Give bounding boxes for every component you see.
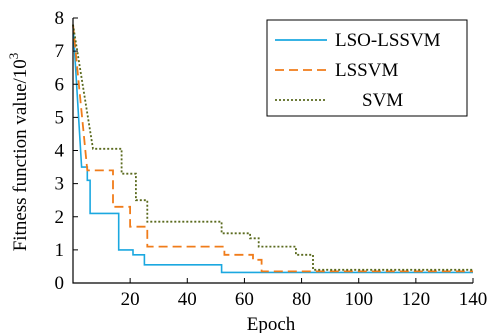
y-tick-label: 7 — [55, 41, 65, 62]
x-tick-label: 140 — [459, 289, 488, 310]
y-axis-label-exponent: 3 — [6, 53, 21, 60]
legend-label: LSO-LSSVM — [335, 30, 441, 51]
series-line-lso-lssvm — [72, 24, 473, 274]
y-tick-label: 3 — [55, 174, 65, 195]
y-tick-label: 0 — [55, 273, 65, 294]
y-tick-label: 5 — [55, 107, 65, 128]
series-lines — [72, 24, 473, 274]
y-tick-label: 1 — [55, 240, 65, 261]
legend: LSO-LSSVM LSSVM SVM — [266, 19, 468, 117]
legend-label: SVM — [362, 90, 403, 111]
y-axis-label-main: Fitness function value/10 — [10, 59, 31, 251]
x-tick-label: 40 — [178, 289, 197, 310]
y-tick-label: 8 — [55, 8, 65, 29]
x-tick-label: 60 — [235, 289, 254, 310]
series-line-lssvm — [72, 24, 473, 273]
y-tick-label: 2 — [55, 207, 65, 228]
ticks: 0 1 2 3 4 5 6 7 8 20 40 60 80 100 120 140 — [55, 8, 488, 310]
x-tick-label: 100 — [344, 289, 373, 310]
x-axis-label: Epoch — [247, 314, 296, 333]
legend-label: LSSVM — [335, 60, 398, 81]
x-tick-label: 80 — [292, 289, 311, 310]
x-tick-label: 20 — [121, 289, 140, 310]
y-axis-label: Fitness function value/103 — [6, 53, 31, 252]
y-tick-label: 4 — [55, 141, 65, 162]
x-tick-label: 120 — [402, 289, 431, 310]
y-tick-label: 6 — [55, 74, 65, 95]
